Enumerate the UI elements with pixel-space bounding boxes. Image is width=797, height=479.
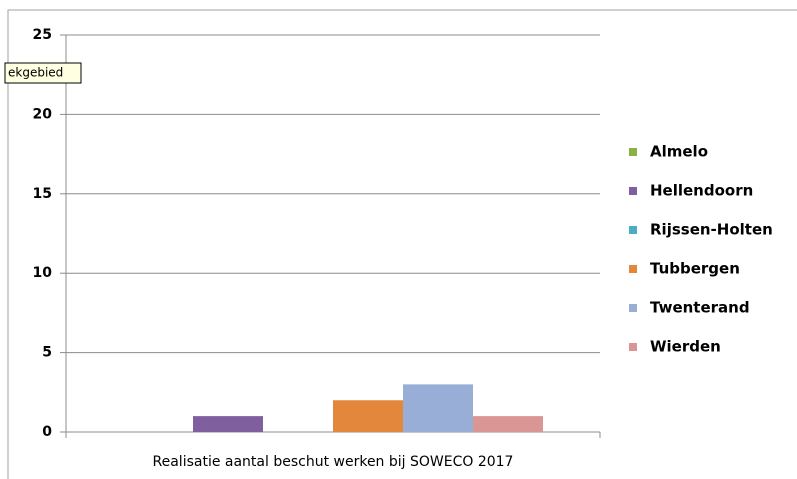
tooltip-box	[4, 62, 82, 84]
y-tick-label: 10	[33, 265, 53, 281]
y-tick-label: 20	[33, 106, 53, 122]
legend-swatch	[629, 226, 637, 234]
y-tick-label: 5	[42, 345, 52, 361]
legend-label: Wierden	[650, 338, 721, 356]
legend-swatch	[629, 265, 637, 273]
plot: 0 5 10 15 20 25 Realisatie aantal beschut werk…	[33, 27, 773, 470]
x-tick-label: Realisatie aantal beschut werken bij SOW…	[153, 454, 514, 470]
bar	[193, 416, 263, 432]
bar	[403, 384, 473, 432]
y-tick-label: 15	[33, 186, 52, 202]
bar	[333, 400, 403, 432]
legend-swatch	[629, 148, 637, 156]
y-tick-label: 25	[33, 27, 52, 43]
tooltip: ekgebied	[8, 66, 63, 80]
legend-label: Twenterand	[650, 299, 750, 317]
legend-label: Almelo	[650, 143, 708, 161]
legend-swatch	[629, 304, 637, 312]
legend-label: Hellendoorn	[650, 182, 753, 200]
y-tick-label: 0	[42, 424, 52, 440]
legend-swatch	[629, 343, 637, 351]
bar	[473, 416, 543, 432]
legend-label: Rijssen-Holten	[650, 221, 773, 239]
legend-label: Tubbergen	[650, 260, 740, 278]
legend-swatch	[629, 187, 637, 195]
